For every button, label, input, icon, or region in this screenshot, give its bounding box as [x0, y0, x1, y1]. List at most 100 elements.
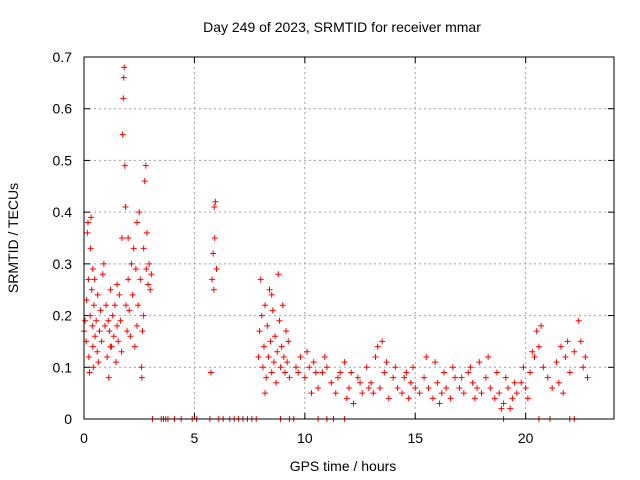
data-point — [130, 245, 137, 252]
data-point — [117, 317, 124, 324]
data-point — [90, 364, 97, 371]
data-point — [399, 390, 405, 397]
data-point — [566, 369, 573, 376]
data-point — [82, 317, 89, 324]
data-point — [365, 384, 372, 391]
data-point — [87, 245, 94, 252]
data-point — [93, 317, 100, 324]
data-point — [279, 302, 286, 309]
data-point — [85, 276, 92, 283]
data-point — [527, 369, 534, 376]
data-point — [443, 384, 450, 391]
data-point — [301, 374, 308, 381]
data-point — [582, 353, 589, 360]
data-point — [262, 302, 269, 309]
data-point — [434, 379, 441, 386]
data-point — [407, 379, 414, 386]
data-point — [118, 348, 125, 355]
x-tick-label: 15 — [407, 430, 423, 446]
data-point — [392, 364, 399, 371]
data-point — [94, 291, 101, 298]
data-point — [258, 312, 265, 319]
data-point — [121, 162, 128, 169]
data-point — [107, 343, 114, 350]
data-point — [410, 364, 417, 371]
data-point — [575, 317, 582, 324]
y-tick-label: 0 — [64, 411, 72, 427]
data-point — [138, 374, 145, 381]
data-point — [119, 131, 126, 138]
data-point — [319, 369, 326, 376]
data-point — [257, 276, 264, 283]
data-point — [125, 235, 132, 241]
data-point — [262, 390, 269, 397]
data-point — [405, 395, 412, 402]
data-point — [425, 384, 432, 391]
data-point — [524, 395, 531, 402]
data-point — [370, 390, 377, 397]
data-point — [142, 162, 149, 169]
data-point — [285, 338, 292, 345]
data-point — [140, 245, 147, 252]
data-point — [496, 390, 503, 397]
data-point — [268, 291, 275, 298]
data-point — [265, 353, 272, 360]
data-point — [315, 384, 322, 391]
data-point — [207, 369, 214, 376]
data-point — [385, 395, 392, 402]
data-point — [518, 379, 525, 386]
data-point — [429, 395, 436, 402]
data-point — [381, 369, 388, 376]
data-point — [89, 266, 96, 273]
data-point — [92, 333, 99, 340]
data-point — [264, 322, 271, 329]
data-point — [139, 328, 146, 335]
x-tick-label: 0 — [80, 430, 88, 446]
data-point — [456, 384, 463, 391]
data-point — [379, 338, 386, 345]
data-point — [143, 229, 150, 236]
data-point — [120, 74, 127, 81]
y-tick-label: 0.4 — [53, 204, 73, 220]
data-point — [359, 390, 366, 397]
data-point — [126, 307, 133, 314]
data-point — [304, 348, 311, 355]
data-point — [438, 390, 445, 397]
data-point — [89, 322, 96, 329]
data-point — [584, 374, 591, 381]
data-point — [105, 374, 112, 381]
data-point — [328, 379, 335, 386]
data-point — [348, 369, 355, 376]
data-point — [111, 302, 118, 309]
data-point — [274, 348, 281, 355]
data-point — [535, 343, 542, 350]
data-point — [89, 343, 96, 350]
data-point — [272, 333, 279, 340]
data-point — [85, 353, 92, 360]
data-point — [87, 312, 94, 319]
data-point — [212, 198, 219, 205]
x-tick-label: 10 — [297, 430, 313, 446]
data-point — [306, 364, 313, 371]
data-point — [383, 359, 390, 366]
data-point — [416, 390, 423, 397]
data-point — [412, 384, 419, 391]
data-point — [522, 384, 529, 391]
y-tick-label: 0.3 — [53, 256, 73, 272]
data-point — [469, 379, 476, 386]
data-point — [138, 364, 145, 371]
data-point — [421, 374, 428, 381]
data-point — [210, 250, 217, 257]
data-point — [458, 374, 465, 381]
data-point — [295, 369, 302, 376]
data-point — [120, 95, 127, 102]
data-point — [482, 374, 489, 381]
data-point — [571, 348, 578, 355]
data-point — [376, 384, 383, 391]
data-point — [118, 235, 125, 241]
data-point — [114, 322, 121, 329]
data-point — [549, 384, 556, 391]
data-point — [278, 343, 285, 350]
data-point — [564, 338, 571, 345]
data-point — [374, 343, 381, 350]
